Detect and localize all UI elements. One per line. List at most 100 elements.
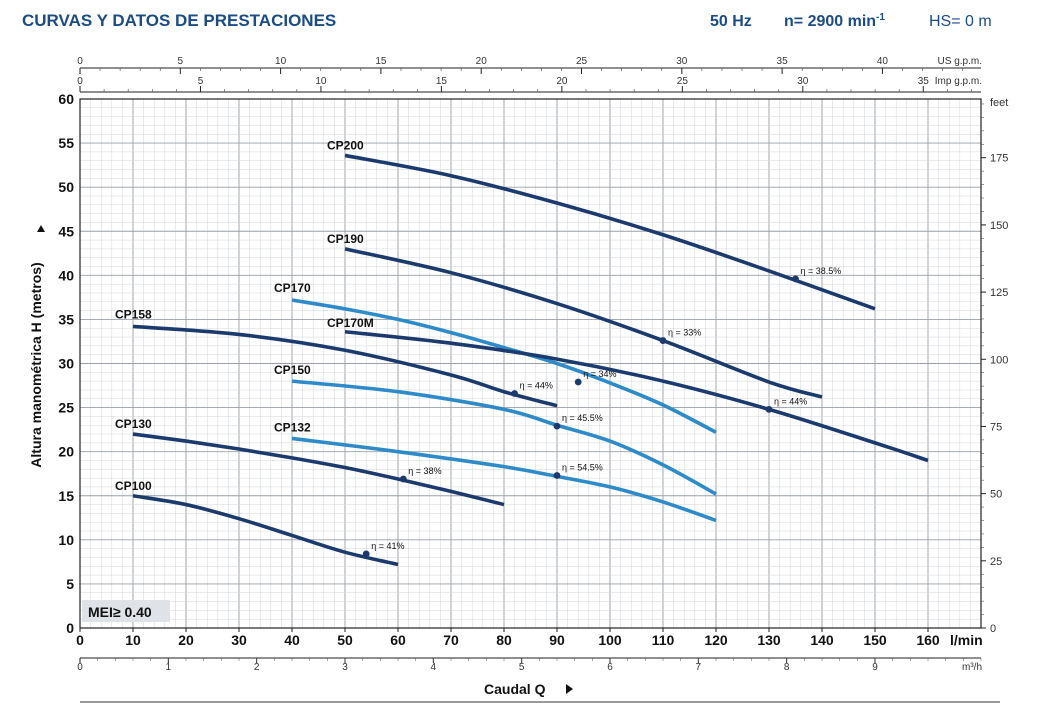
- eta-marker-cp190: [659, 337, 667, 344]
- mei-badge: MEI≥ 0.40: [88, 604, 152, 620]
- pump-curves: CP100 η = 41% CP130 η = 38% CP132 η = 54.5% CP…: [115, 138, 929, 567]
- y-tick-label: 50: [58, 179, 74, 195]
- x-tick-label: 40: [284, 632, 300, 648]
- x-tick-label: 120: [704, 632, 728, 648]
- y-tick-label: 0: [66, 620, 74, 636]
- y-axis-metres: 0 5 10 15 20 25 30 35 40 45 50 55 60: [58, 91, 74, 636]
- eta-marker-cp170: [574, 378, 582, 386]
- x-tick-label: 130: [757, 632, 781, 648]
- eta-label-cp190: η = 33%: [668, 328, 701, 338]
- feet-axis-label: feet: [990, 97, 1008, 109]
- y-tick-label: 10: [58, 532, 74, 548]
- curve-label-cp130: CP130: [115, 417, 152, 431]
- us-gpm-unit-label: US g.p.m.: [938, 56, 982, 67]
- m3h-tick-label: 5: [519, 662, 525, 673]
- eta-marker-cp170m: [765, 405, 773, 413]
- curve-label-cp132: CP132: [274, 420, 311, 434]
- y-tick-label: 25: [58, 400, 74, 416]
- y-axis-title: Altura manométrica H (metros): [28, 262, 44, 467]
- y-axis-arrow-icon: [37, 225, 45, 232]
- curve-label-cp100: CP100: [115, 479, 152, 493]
- x-tick-label: 80: [496, 632, 512, 648]
- y-tick-label: 40: [58, 267, 74, 283]
- feet-tick-label: 0: [990, 623, 996, 635]
- m3h-tick-label: 8: [784, 662, 790, 673]
- speed-label: n= 2900 min-1: [784, 12, 885, 30]
- eta-label-cp150: η = 45.5%: [562, 413, 603, 423]
- curve-label-cp200: CP200: [327, 138, 364, 152]
- plot-frame: [79, 98, 982, 629]
- curve-cp130: [132, 432, 505, 507]
- m3h-tick-label: 0: [77, 662, 83, 673]
- curve-cp100: [132, 493, 399, 567]
- y-tick-label: 5: [66, 576, 74, 592]
- curve-cp132: [291, 436, 717, 523]
- frequency-label: 50 Hz: [710, 13, 752, 30]
- x-tick-label: 100: [598, 632, 622, 648]
- feet-tick-label: 175: [990, 153, 1008, 165]
- y-tick-label: 20: [58, 444, 74, 460]
- feet-tick-label: 150: [990, 220, 1008, 232]
- y-tick-label: 55: [58, 135, 74, 151]
- eta-label-cp100: η = 41%: [371, 541, 404, 551]
- x-tick-label: 20: [178, 632, 194, 648]
- y-tick-label: 45: [58, 223, 74, 239]
- imp-gpm-tick-label: 0: [77, 76, 83, 87]
- x-tick-label: 160: [916, 632, 940, 648]
- x-tick-label: 0: [76, 632, 84, 648]
- plot-border: [79, 98, 982, 629]
- m3h-tick-label: 7: [696, 662, 702, 673]
- feet-tick-label: 100: [990, 354, 1008, 366]
- x-unit-label: l/min: [950, 632, 983, 648]
- imp-gpm-tick-label: 10: [315, 76, 327, 87]
- x-tick-label: 70: [443, 632, 459, 648]
- mei-badge-bg: [82, 600, 170, 622]
- imp-gpm-tick-label: 15: [436, 76, 448, 87]
- us-gpm-tick-label: 35: [777, 56, 789, 67]
- us-gpm-tick-label: 25: [576, 56, 588, 67]
- y-tick-label: 30: [58, 356, 74, 372]
- eta-marker-cp132: [553, 472, 561, 479]
- eta-label-cp170: η = 34%: [583, 369, 616, 379]
- feet-tick-label: 75: [990, 421, 1002, 433]
- eta-marker-cp100: [362, 550, 370, 558]
- y-tick-label: 35: [58, 311, 74, 327]
- x-tick-label: 140: [810, 632, 834, 648]
- eta-marker-cp130: [399, 475, 407, 483]
- eta-label-cp170m: η = 44%: [774, 396, 807, 406]
- curve-cp190: [344, 247, 823, 399]
- eta-label-cp132: η = 54.5%: [562, 462, 603, 472]
- bottom-axes: 0 10 20 30 40 50 60 70 80 90 100 110 120 130 140 150 160…: [76, 628, 1000, 703]
- eta-label-cp200: η = 38.5%: [801, 266, 842, 276]
- curve-cp170m: [344, 329, 929, 463]
- eta-marker-cp158: [511, 390, 518, 397]
- x-tick-label: 30: [231, 632, 247, 648]
- curve-label-cp190: CP190: [327, 232, 364, 246]
- x-tick-label: 50: [337, 632, 353, 648]
- m3h-tick-label: 1: [166, 662, 172, 673]
- us-gpm-tick-label: 5: [178, 56, 184, 67]
- curve-cp170: [291, 298, 717, 434]
- y-tick-label: 15: [58, 488, 74, 504]
- imp-gpm-tick-label: 30: [797, 76, 809, 87]
- curve-label-cp170: CP170: [274, 281, 311, 295]
- us-gpm-tick-label: 40: [877, 56, 889, 67]
- eta-label-cp130: η = 38%: [408, 466, 441, 476]
- m3h-tick-label: 3: [342, 662, 348, 673]
- eta-marker-cp200: [792, 275, 799, 283]
- x-tick-label: 110: [652, 632, 675, 648]
- m3h-tick-label: 9: [872, 662, 878, 673]
- m3h-tick-label: 2: [254, 662, 260, 673]
- top-secondary-axes: 0 5 10 15 20 25 30 35 40 US g.p.m. 0 5 10 15 20 25 30 35 I…: [77, 56, 982, 93]
- curve-label-cp150: CP150: [274, 363, 311, 377]
- feet-tick-label: 125: [990, 287, 1008, 299]
- imp-gpm-unit-label: Imp g.p.m.: [935, 76, 982, 87]
- x-tick-label: 90: [549, 632, 565, 648]
- feet-tick-label: 50: [990, 489, 1002, 501]
- feet-tick-label: 25: [990, 556, 1002, 568]
- eta-marker-cp150: [553, 422, 561, 430]
- m3h-tick-label: 4: [431, 662, 437, 673]
- imp-gpm-tick-label-35: 35: [918, 76, 930, 87]
- curve-cp150: [291, 379, 717, 496]
